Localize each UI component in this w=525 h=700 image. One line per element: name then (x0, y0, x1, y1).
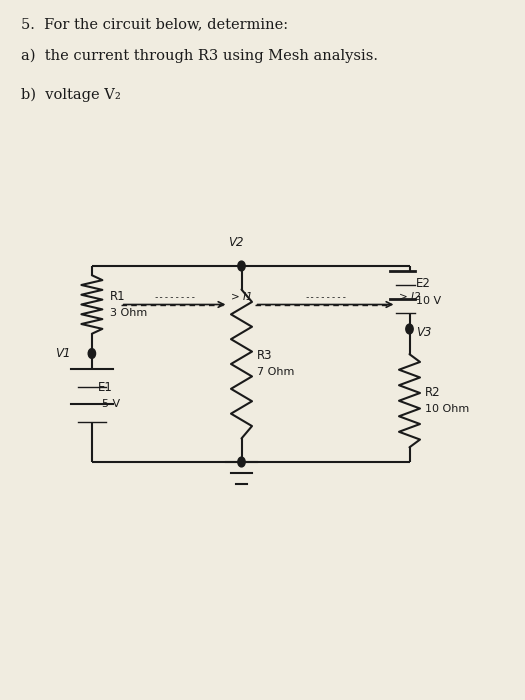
Text: b)  voltage V₂: b) voltage V₂ (21, 88, 121, 102)
Text: 5.  For the circuit below, determine:: 5. For the circuit below, determine: (21, 18, 288, 32)
Text: a)  the current through R3 using Mesh analysis.: a) the current through R3 using Mesh ana… (21, 49, 378, 64)
Text: 10 Ohm: 10 Ohm (425, 404, 469, 414)
Text: > I2: > I2 (399, 292, 421, 302)
Text: R3: R3 (257, 349, 273, 362)
Text: 3 Ohm: 3 Ohm (110, 308, 148, 318)
Text: E1: E1 (98, 381, 113, 393)
Circle shape (406, 324, 413, 334)
Circle shape (238, 261, 245, 271)
Text: V2: V2 (228, 235, 244, 248)
Text: --------: -------- (153, 293, 196, 302)
Text: --------: -------- (304, 293, 347, 302)
Text: R1: R1 (110, 290, 126, 302)
Circle shape (238, 457, 245, 467)
Text: 7 Ohm: 7 Ohm (257, 368, 295, 377)
Text: E2: E2 (416, 277, 430, 290)
Text: -5 V: -5 V (98, 399, 120, 409)
Text: > I1: > I1 (231, 292, 253, 302)
Text: 10 V: 10 V (416, 295, 441, 306)
Text: V3: V3 (416, 326, 432, 339)
Circle shape (88, 349, 96, 358)
Text: V1: V1 (55, 347, 71, 360)
Text: R2: R2 (425, 386, 441, 399)
